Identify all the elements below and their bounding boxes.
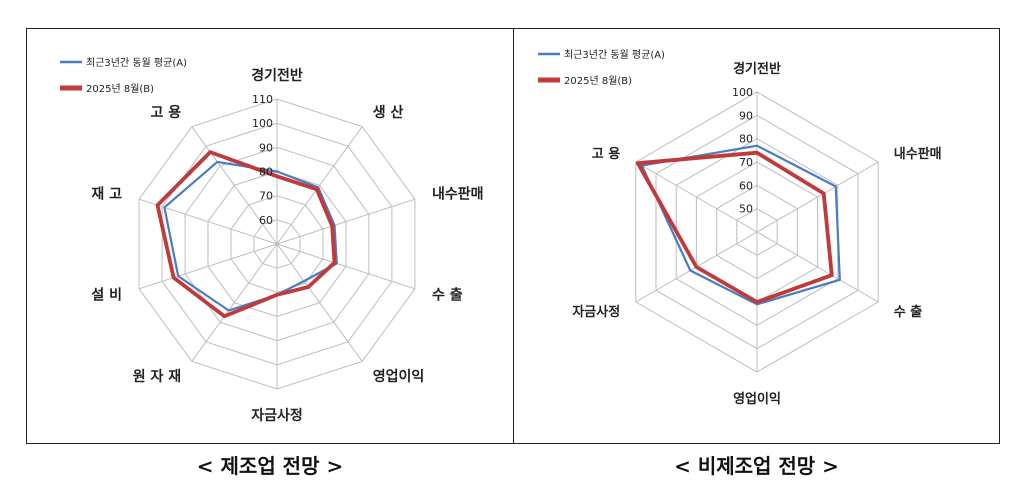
category-label: 영업이익 xyxy=(373,368,425,385)
category-label: 경기전반 xyxy=(251,67,303,84)
tick-label: 90 xyxy=(259,141,273,154)
category-label: 수 출 xyxy=(432,286,463,303)
category-label: 재 고 xyxy=(91,187,122,203)
tick-label: 90 xyxy=(739,109,753,122)
grid-spoke xyxy=(635,161,758,233)
tick-label: 80 xyxy=(259,166,273,179)
category-label: 생 산 xyxy=(373,104,404,121)
non-manufacturing-caption: < 비제조업 전망 > xyxy=(674,454,839,478)
grid-spoke xyxy=(138,198,278,245)
category-label: 경기전반 xyxy=(733,61,781,77)
tick-label: 100 xyxy=(732,86,753,99)
legend-label-a: 최근3년간 동월 평균(A) xyxy=(86,57,187,69)
series-b-line xyxy=(155,150,337,319)
category-label: 자금사정 xyxy=(572,304,620,320)
category-label: 고 용 xyxy=(151,105,182,121)
category-label: 영업이익 xyxy=(733,391,781,407)
category-label: 고 용 xyxy=(592,146,620,162)
legend-label-a: 최근3년간 동월 평균(A) xyxy=(564,49,665,61)
category-label: 자금사정 xyxy=(251,407,303,424)
grid-spoke xyxy=(191,126,278,245)
tick-label: 80 xyxy=(739,133,753,146)
grid-spoke xyxy=(276,126,363,245)
category-label: 원 자 재 xyxy=(133,369,181,385)
manufacturing-caption: < 제조업 전망 > xyxy=(196,454,344,478)
tick-label: 110 xyxy=(252,93,273,106)
tick-label: 70 xyxy=(739,156,753,169)
grid-spoke xyxy=(756,231,879,303)
series-b-line xyxy=(635,150,834,304)
tick-label: 100 xyxy=(252,117,273,130)
legend-label-b: 2025년 8월(B) xyxy=(564,75,632,87)
grid-spoke xyxy=(276,243,363,362)
grid-spoke xyxy=(276,243,416,290)
grid-spoke xyxy=(756,161,879,233)
series-a-line xyxy=(640,144,841,306)
tick-label: 60 xyxy=(259,214,273,227)
tick-label: 50 xyxy=(739,203,753,216)
category-label: 내수판매 xyxy=(432,187,484,203)
category-label: 설 비 xyxy=(91,287,122,303)
tick-label: 60 xyxy=(739,179,753,192)
category-label: 수 출 xyxy=(894,304,922,320)
grid-spoke xyxy=(138,243,278,290)
tick-label: 70 xyxy=(259,190,273,203)
category-label: 내수판매 xyxy=(894,146,942,162)
grid-spoke xyxy=(276,198,416,245)
grid-spoke xyxy=(191,243,278,362)
legend-label-b: 2025년 8월(B) xyxy=(86,83,154,95)
